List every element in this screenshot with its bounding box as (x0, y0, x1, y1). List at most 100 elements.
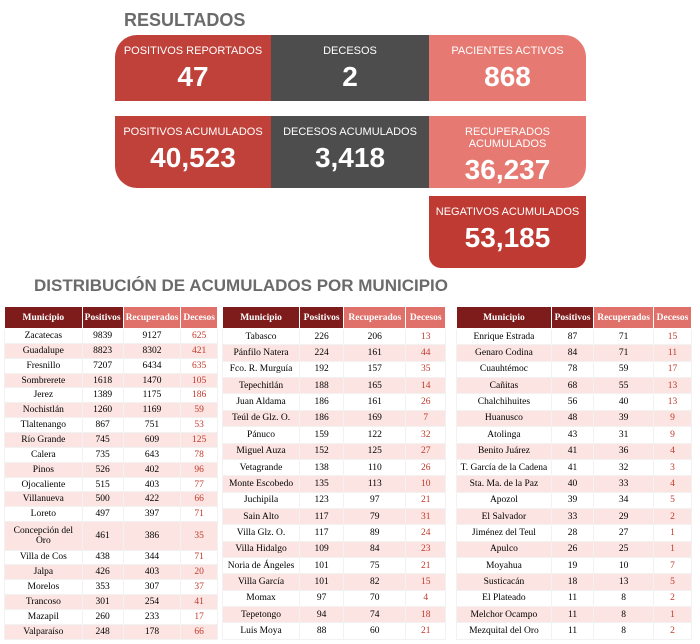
row: Miguel Auza 152 125 27 (221, 442, 446, 460)
cell-municipio: Fco. R. Murguía (221, 360, 301, 379)
cell-number: 4 (653, 475, 692, 493)
cell-number: 9 (653, 426, 692, 444)
cell-number: 403 (122, 564, 182, 581)
row: Sta. Ma. de la Paz 40 33 4 (456, 475, 692, 493)
cell-municipio: Cuauhtémoc (456, 360, 552, 379)
row: Cañitas 68 55 13 (456, 377, 692, 395)
row: Concepción del Oro 461 386 35 (4, 521, 218, 551)
cell-municipio: Pánfilo Natera (221, 344, 301, 362)
cell-number: 84 (550, 344, 595, 362)
row: Río Grande 745 609 125 (4, 432, 218, 448)
cell-municipio: Villanueva (4, 491, 83, 508)
cell-number: 1470 (122, 372, 182, 389)
row: Guadalupe 8823 8302 421 (4, 342, 218, 359)
cell-number: 66 (180, 623, 218, 641)
card-label: RECUPERADOS ACUMULADOS (465, 126, 550, 150)
cell-number: 78 (550, 360, 595, 379)
row: Pánfilo Natera 224 161 44 (221, 344, 446, 362)
cell-number: 35 (180, 521, 218, 551)
cell-municipio: Chalchihuites (456, 393, 552, 411)
cell-number: 43 (550, 426, 595, 444)
cell-municipio: Tepetongo (221, 606, 301, 624)
cell-number: 26 (405, 458, 446, 477)
column-header: Decesos (653, 306, 692, 329)
row: Enrique Estrada 87 71 15 (456, 327, 692, 346)
cell-number: 301 (81, 594, 124, 610)
cell-number: 161 (343, 344, 407, 362)
row: Villa Hidalgo 109 84 23 (221, 540, 446, 559)
cell-municipio: Benito Juárez (456, 442, 552, 460)
cell-number: 152 (299, 442, 345, 460)
card-value: 40,523 (150, 142, 236, 173)
cell-municipio: Apozol (456, 491, 552, 509)
cell-number: 117 (299, 524, 345, 542)
cell-number: 44 (405, 344, 446, 362)
cell-number: 5 (653, 491, 692, 509)
cell-number: 226 (299, 327, 345, 346)
cell-municipio: Sta. Ma. de la Paz (456, 475, 552, 493)
cell-number: 10 (405, 475, 446, 493)
header-row: Municipio Positivos Recuperados Decesos (221, 306, 446, 329)
cell-number: 1618 (81, 372, 124, 389)
cell-number: 77 (180, 476, 218, 493)
cell-number: 635 (180, 357, 218, 374)
cell-number: 3 (653, 458, 692, 477)
cell-number: 55 (593, 377, 655, 395)
cell-number: 20 (180, 564, 218, 581)
card-value: 3,418 (314, 142, 386, 173)
cell-number: 117 (299, 507, 345, 526)
row: Morelos 353 307 37 (4, 579, 218, 596)
title: RESULTADOS (124, 10, 246, 30)
cell-number: 1 (653, 524, 692, 542)
cell-municipio: Villa García (221, 573, 301, 591)
cell-number: 39 (550, 491, 595, 509)
column-header: Recuperados (122, 306, 182, 329)
row: Apozol 39 34 5 (456, 491, 692, 509)
cell-municipio: Valparaíso (4, 623, 83, 641)
cell-number: 421 (180, 342, 218, 359)
cell-number: 15 (653, 327, 692, 346)
cell-number: 13 (405, 327, 446, 346)
column-header: Positivos (550, 306, 595, 329)
card-value: 868 (484, 61, 531, 92)
cell-number: 94 (299, 606, 345, 624)
cell-number: 643 (122, 446, 182, 463)
cell-number: 18 (550, 573, 595, 591)
row: Pinos 526 402 96 (4, 461, 218, 478)
row: Villa García 101 82 15 (221, 573, 446, 591)
cell-number: 14 (405, 377, 446, 395)
cell-number: 24 (405, 524, 446, 542)
cell-number: 17 (653, 360, 692, 379)
table: Municipio Positivos Recuperados Decesos Enri… (456, 306, 692, 640)
cell-number: 867 (81, 417, 124, 434)
cell-municipio: Loreto (4, 506, 83, 523)
card-value: 2 (342, 61, 358, 92)
column-header: Municipio (4, 306, 83, 329)
cell-number: 59 (593, 360, 655, 379)
cell-number: 113 (343, 475, 407, 493)
cell-municipio: Atolinga (456, 426, 552, 444)
row: Sombrerete 1618 1470 105 (4, 372, 218, 389)
cell-number: 438 (81, 549, 124, 566)
card-value: 47 (177, 61, 209, 92)
row: Genaro Codina 84 71 11 (456, 344, 692, 362)
cell-number: 71 (180, 506, 218, 523)
cell-number: 1 (653, 606, 692, 624)
row: Mazapil 260 233 17 (4, 609, 218, 625)
row: Melchor Ocampo 11 8 1 (456, 606, 692, 624)
cell-municipio: Monte Escobedo (221, 475, 301, 493)
cell-number: 11 (550, 589, 595, 608)
cell-number: 735 (81, 446, 124, 463)
table: Municipio Positivos Recuperados Decesos Taba… (221, 306, 446, 640)
row: Juan Aldama 186 161 26 (221, 393, 446, 411)
cell-number: 19 (550, 557, 595, 575)
column-header: Municipio (221, 306, 301, 329)
cell-municipio: Jiménez del Teul (456, 524, 552, 542)
header-row: Municipio Positivos Recuperados Decesos (4, 306, 218, 329)
row: Apulco 26 25 1 (456, 540, 692, 559)
cell-municipio: El Salvador (456, 507, 552, 526)
cell-number: 248 (81, 623, 124, 641)
cell-number: 10 (593, 557, 655, 575)
cell-municipio: Pánuco (221, 426, 301, 444)
cell-number: 32 (593, 458, 655, 477)
